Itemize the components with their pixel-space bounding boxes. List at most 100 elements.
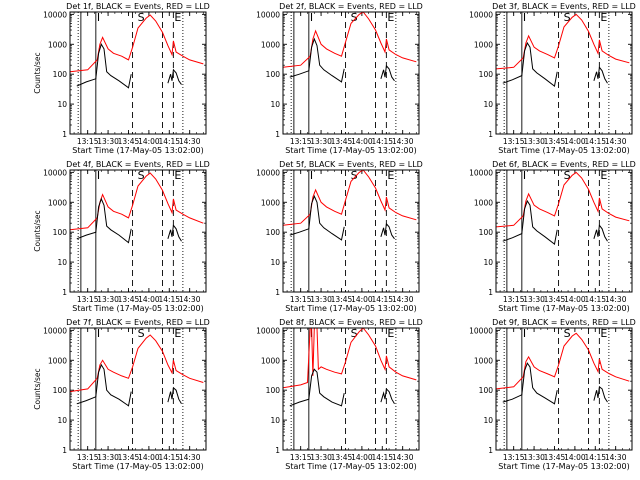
y-tick-label: 10: [270, 258, 280, 267]
y-tick-label: 10000: [43, 326, 67, 335]
x-tick-label: 14:00: [138, 295, 160, 304]
x-tick-label: 14:00: [138, 453, 160, 462]
y-tick-label: 100: [53, 386, 68, 395]
x-tick-label: 14:15: [584, 295, 606, 304]
y-tick-label: 10000: [469, 168, 493, 177]
y-tick-label: 10000: [469, 326, 493, 335]
x-tick-label: 14:00: [351, 137, 373, 146]
y-tick-label: 1: [488, 446, 493, 455]
panel-title: Det 3f, BLACK = Events, RED = LLD: [492, 2, 636, 11]
y-tick-label: 1000: [261, 40, 280, 49]
x-tick-label: 13:30: [97, 295, 119, 304]
x-tick-label: 14:15: [158, 295, 180, 304]
x-tick-label: 13:30: [310, 453, 332, 462]
y-tick-label: 1000: [48, 356, 67, 365]
series-line-events: [76, 43, 132, 89]
x-axis-label: Start Time (17-May-05 13:02:00): [285, 304, 416, 313]
panel-title: Det 2f, BLACK = Events, RED = LLD: [279, 2, 423, 11]
y-tick-label: 100: [53, 70, 68, 79]
series-line-events: [593, 224, 608, 242]
x-tick-label: 14:15: [584, 137, 606, 146]
x-tick-label: 14:00: [564, 295, 586, 304]
y-tick-label: 100: [53, 228, 68, 237]
y-tick-label: 10: [57, 416, 67, 425]
x-tick-label: 14:00: [564, 453, 586, 462]
marker-label: S: [138, 169, 145, 182]
series-line-lld: [496, 13, 630, 70]
series-line-events: [167, 224, 182, 242]
y-tick-label: 1000: [48, 198, 67, 207]
marker-label: I: [97, 327, 100, 340]
plot-frame: [69, 169, 207, 293]
x-tick-label: 13:15: [503, 295, 525, 304]
series-line-lld: [283, 12, 417, 68]
y-tick-label: 1: [62, 288, 67, 297]
y-tick-label: 1000: [261, 356, 280, 365]
x-tick-label: 14:30: [605, 295, 627, 304]
x-axis-label: Start Time (17-May-05 13:02:00): [285, 146, 416, 155]
marker-label: I: [310, 11, 313, 24]
y-tick-label: 10: [270, 100, 280, 109]
x-tick-label: 13:45: [118, 295, 140, 304]
x-tick-label: 14:30: [605, 453, 627, 462]
x-tick-label: 13:30: [310, 295, 332, 304]
panel-title: Det 1f, BLACK = Events, RED = LLD: [66, 2, 210, 11]
y-tick-label: 1000: [474, 40, 493, 49]
x-axis-label: Start Time (17-May-05 13:02:00): [498, 304, 629, 313]
series-line-events: [502, 41, 558, 87]
y-tick-label: 1: [62, 130, 67, 139]
y-axis-label: Counts/sec: [33, 210, 42, 251]
x-tick-label: 14:00: [138, 137, 160, 146]
x-axis-label: Start Time (17-May-05 13:02:00): [72, 304, 203, 313]
y-tick-label: 10000: [469, 10, 493, 19]
series-line-lld: [70, 334, 204, 393]
y-tick-label: 10000: [256, 326, 280, 335]
y-tick-label: 10000: [256, 168, 280, 177]
x-tick-label: 13:15: [77, 295, 99, 304]
marker-label: E: [387, 169, 394, 182]
y-tick-label: 10: [270, 416, 280, 425]
y-tick-label: 1000: [474, 198, 493, 207]
y-tick-label: 1000: [474, 356, 493, 365]
x-tick-label: 13:15: [77, 137, 99, 146]
marker-label: I: [310, 169, 313, 182]
panel-title: Det 8f, BLACK = Events, RED = LLD: [279, 318, 423, 327]
marker-label: S: [138, 11, 145, 24]
marker-label: E: [600, 327, 607, 340]
y-tick-label: 1: [275, 130, 280, 139]
y-tick-label: 1: [488, 130, 493, 139]
y-tick-label: 100: [266, 228, 281, 237]
x-tick-label: 14:15: [371, 137, 393, 146]
x-tick-label: 13:30: [523, 137, 545, 146]
x-tick-label: 13:30: [523, 295, 545, 304]
panel-title: Det 9f, BLACK = Events, RED = LLD: [492, 318, 636, 327]
panel-title: Det 6f, BLACK = Events, RED = LLD: [492, 160, 636, 169]
marker-label: S: [138, 327, 145, 340]
x-tick-label: 13:30: [523, 453, 545, 462]
y-tick-label: 100: [479, 70, 494, 79]
series-line-lld: [70, 14, 204, 73]
marker-label: E: [600, 11, 607, 24]
marker-label: S: [564, 169, 571, 182]
x-tick-label: 14:15: [584, 453, 606, 462]
y-tick-label: 1: [62, 446, 67, 455]
x-tick-label: 13:45: [118, 137, 140, 146]
x-axis-label: Start Time (17-May-05 13:02:00): [498, 462, 629, 471]
x-tick-label: 13:30: [310, 137, 332, 146]
y-tick-label: 1: [275, 446, 280, 455]
x-tick-label: 13:45: [544, 295, 566, 304]
y-tick-label: 10: [57, 100, 67, 109]
series-line-events: [76, 363, 132, 407]
x-tick-label: 13:45: [544, 137, 566, 146]
y-tick-label: 10000: [256, 10, 280, 19]
marker-label: I: [97, 169, 100, 182]
marker-label: E: [600, 169, 607, 182]
plot-frame: [495, 327, 633, 451]
x-tick-label: 13:45: [331, 453, 353, 462]
panel-2: 1 10 100 1000 10000 13:1513:3013:4514:0014:15…: [256, 2, 423, 155]
x-tick-label: 13:45: [331, 295, 353, 304]
x-tick-label: 13:15: [290, 295, 312, 304]
marker-label: S: [351, 11, 358, 24]
panel-8: 1 10 100 1000 10000 13:1513:3013:4514:0014:15…: [256, 318, 423, 471]
panel-5: 1 10 100 1000 10000 13:1513:3013:4514:0014:15…: [256, 160, 423, 313]
